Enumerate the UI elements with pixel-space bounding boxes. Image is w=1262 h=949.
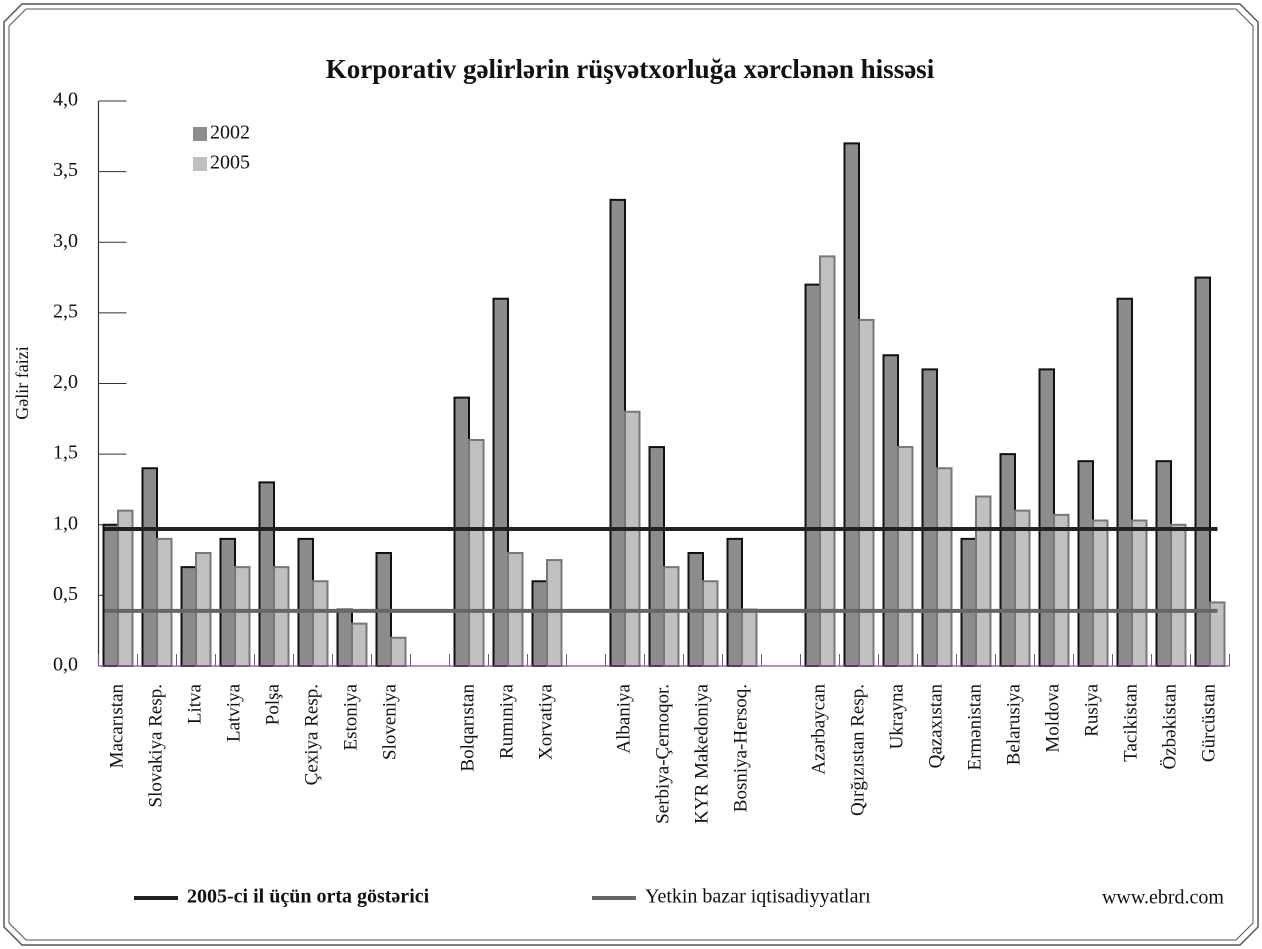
x-tick-label: Belarusiya	[1003, 683, 1024, 765]
x-tick-label: Rusiya	[1081, 683, 1102, 736]
bar	[1194, 276, 1211, 667]
bar	[921, 368, 938, 667]
bar	[726, 537, 743, 667]
bar	[258, 481, 275, 667]
bar	[663, 566, 680, 667]
bar	[102, 523, 119, 667]
bar	[741, 608, 758, 667]
x-tick-label: Polşa	[262, 683, 283, 725]
y-tick-label: 0,0	[53, 654, 78, 676]
x-tick-label: Ermənistan	[964, 684, 985, 771]
x-tick-label: Rumıniya	[496, 683, 517, 759]
x-tick-label: Azərbaycan	[808, 684, 829, 775]
bar	[273, 566, 290, 667]
x-tick-label: Latviya	[223, 683, 244, 742]
bar	[531, 580, 548, 667]
x-tick-label: Serbiya-Çernoqor.	[652, 684, 673, 824]
bar	[453, 396, 470, 667]
x-tick-label: Litva	[184, 683, 205, 724]
bar	[1092, 519, 1109, 668]
legend-swatch	[193, 157, 207, 171]
y-tick-label: 0,5	[53, 583, 78, 605]
bar	[156, 537, 173, 667]
bar	[1170, 523, 1187, 667]
x-tick-label: Moldova	[1042, 683, 1063, 752]
x-tick-label: Özbəkistan	[1159, 684, 1180, 770]
bar	[648, 446, 665, 667]
y-axis-label: Gəlir faizi	[12, 346, 32, 419]
frame-inner	[8, 8, 1254, 941]
y-tick-label: 2,0	[53, 371, 78, 393]
frame	[3, 3, 1259, 946]
bar	[804, 283, 821, 667]
x-tick-label: Qırğızıstan Resp.	[847, 684, 868, 816]
bar	[234, 566, 251, 667]
bar	[1077, 460, 1094, 667]
bar	[624, 410, 641, 667]
x-tick-label: Slovakiya Resp.	[145, 684, 166, 808]
bar	[936, 467, 953, 667]
x-tick-label: Qazaxıstan	[925, 684, 946, 769]
legend-label: 2002	[210, 122, 250, 144]
bar	[882, 354, 899, 667]
bar	[1053, 513, 1070, 667]
y-tick-label: 1,0	[53, 512, 78, 534]
x-tick-label: Çexiya Resp.	[301, 684, 322, 785]
bar	[312, 580, 329, 667]
x-tick-label: Xorvatiya	[535, 683, 556, 760]
bar	[1014, 509, 1031, 667]
bar	[336, 608, 353, 667]
bar	[1131, 519, 1148, 668]
source: www.ebrd.com	[1102, 887, 1224, 909]
legend-label: 2005	[210, 152, 250, 174]
x-tick-label: Estoniya	[340, 683, 361, 750]
y-tick-label: 3,5	[53, 159, 78, 181]
x-tick-label: Bosniya-Hersoq.	[730, 684, 751, 812]
x-tick-label: Albaniya	[613, 683, 634, 753]
x-tick-label: Ukrayna	[886, 683, 907, 749]
bar	[390, 636, 407, 667]
bar	[843, 142, 860, 667]
bar	[819, 255, 836, 667]
bar	[351, 622, 368, 667]
bar	[702, 580, 719, 667]
bar	[609, 198, 626, 667]
bar	[960, 537, 977, 667]
legend-label: 2005-ci il üçün orta göstərici	[187, 886, 430, 908]
x-tick-label: Sloveniya	[379, 683, 400, 760]
bar	[141, 467, 158, 667]
legend-label: Yetkin bazar iqtisadiyyatları	[645, 886, 871, 908]
bar	[219, 537, 236, 667]
x-tick-label: Bolqarıstan	[457, 684, 478, 772]
y-tick-label: 4,0	[53, 89, 78, 111]
bar	[897, 446, 914, 667]
x-tick-label: Gürcüstan	[1198, 684, 1219, 763]
y-tick-label: 1,5	[53, 442, 78, 464]
y-tick-label: 3,0	[53, 230, 78, 252]
x-tick-label: Macarıstan	[106, 684, 127, 769]
x-tick-label: Tacikistan	[1120, 684, 1141, 762]
bar	[1155, 460, 1172, 667]
bar	[999, 453, 1016, 667]
bar	[468, 439, 485, 667]
bar	[546, 559, 563, 667]
bar	[117, 509, 134, 667]
x-tick-label: KYR Makedoniya	[691, 683, 712, 823]
bar	[975, 495, 992, 667]
chart-title: Korporativ gəlirlərin rüşvətxorluğa xərc…	[326, 54, 935, 84]
legend-swatch	[193, 127, 207, 141]
bar	[297, 537, 314, 667]
y-tick-label: 2,5	[53, 300, 78, 322]
bar	[180, 566, 197, 667]
bar	[858, 318, 875, 667]
bar	[1038, 368, 1055, 667]
